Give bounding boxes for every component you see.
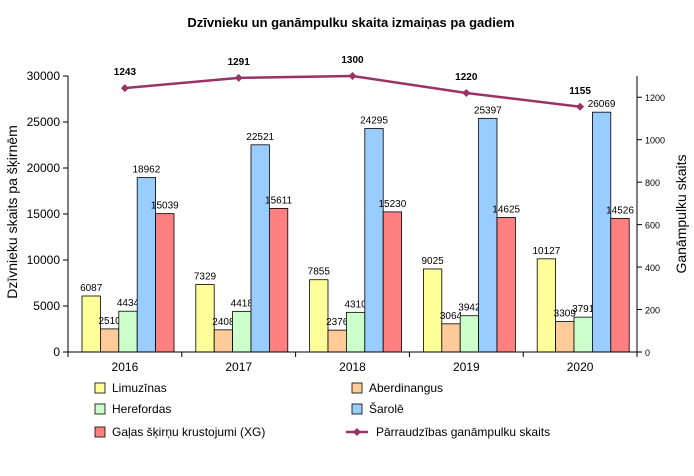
y2-tick-label: 1000 [645, 136, 665, 146]
y2-tick-label: 1200 [645, 93, 665, 103]
legend-label: Herefordas [112, 402, 171, 416]
bar-data-label: 14526 [606, 205, 634, 216]
bar [478, 117, 498, 353]
bar-data-label: 4434 [117, 298, 140, 309]
legend: Limuzīnas Aberdinangus Herefordas Šarolē Gaļ… [94, 381, 550, 439]
bar-data-label: 3309 [554, 309, 577, 320]
legend-swatch [94, 426, 106, 438]
bar [382, 211, 403, 353]
bar-data-label: 2510 [98, 316, 121, 327]
chart-title: Dzīvnieku un ganāmpulku skaita izmaiņas … [187, 15, 514, 30]
bar-data-label: 14625 [492, 204, 520, 215]
y-axis-label: Dzīvnieku skaits pa šķirnēm [4, 125, 20, 299]
y-tick-label: 10000 [27, 253, 61, 267]
bar [118, 310, 138, 353]
bar-data-label: 3064 [440, 311, 463, 322]
y-tick-label: 30000 [27, 69, 61, 83]
bar-data-label: 18962 [132, 165, 160, 176]
line-point [348, 72, 357, 80]
bar [496, 217, 516, 353]
bar [100, 328, 120, 353]
legend-swatch [351, 382, 363, 394]
bar [327, 329, 347, 353]
bar [536, 258, 557, 353]
bar [345, 311, 366, 353]
line-data-label: 1243 [114, 67, 137, 78]
bar-data-label: 6087 [80, 283, 103, 294]
legend-label: Gaļas šķirņu krustojumi (XG) [112, 425, 265, 439]
legend-line-marker [353, 428, 361, 436]
bar [459, 315, 480, 353]
bar [573, 316, 593, 353]
bar-data-label: 26069 [588, 99, 616, 110]
y-tick-label: 15000 [27, 207, 61, 221]
line-layer: 1243 1291 1300 1220 1155 [114, 55, 591, 111]
y2-tick-label: 200 [645, 306, 660, 316]
line-point [576, 102, 585, 111]
bar [441, 323, 461, 353]
line-point [234, 73, 243, 82]
bar [213, 329, 233, 353]
x-tick-label: 2020 [567, 360, 594, 374]
bar [592, 111, 612, 353]
x-tick-label: 2018 [339, 360, 366, 374]
line-point [120, 84, 129, 93]
bar [364, 128, 384, 353]
bar-data-label: 15039 [151, 201, 179, 212]
y2-tick-label: 800 [645, 178, 660, 188]
legend-label: Limuzīnas [112, 381, 167, 395]
x-tick-label: 2019 [453, 360, 480, 374]
bar-data-label: 25397 [474, 105, 502, 116]
bar-data-label: 10127 [532, 246, 560, 257]
legend-label: Pārraudzības ganāmpulku skaits [376, 425, 550, 439]
legend-swatch [351, 403, 363, 415]
y2-axis-label: Ganāmpulku skaits [673, 154, 689, 273]
bar [268, 207, 289, 353]
y2-tick-label: 0 [645, 348, 650, 358]
bar-data-label: 3791 [572, 304, 595, 315]
legend-swatch [94, 382, 106, 394]
bars-layer: 6087 2510 4434 18962 15039 7329 2408 4418 22521 1… [80, 99, 634, 353]
bar [155, 213, 175, 353]
legend-label: Aberdinangus [369, 381, 443, 395]
bar-data-label: 7855 [308, 267, 331, 278]
x-tick-label: 2017 [225, 360, 252, 374]
y-tick-label: 5000 [33, 299, 60, 313]
line-series [124, 74, 581, 109]
y-tick-label: 20000 [27, 161, 61, 175]
legend-swatch [94, 403, 106, 415]
bar-data-label: 4418 [231, 298, 254, 309]
bar-data-label: 22521 [246, 132, 274, 143]
line-data-label: 1220 [455, 72, 478, 83]
bar [309, 279, 329, 353]
y-tick-label: 25000 [27, 115, 61, 129]
bar-data-label: 15230 [378, 199, 406, 210]
bar-data-label: 3942 [458, 303, 481, 314]
legend-label: Šarolē [369, 401, 404, 416]
bar [232, 310, 252, 353]
bar-data-label: 2376 [326, 317, 349, 328]
bar-data-label: 9025 [421, 256, 444, 267]
bar-data-label: 4310 [344, 299, 367, 310]
bar-data-label: 15611 [265, 195, 293, 206]
bar [610, 217, 630, 353]
line-data-label: 1300 [341, 55, 364, 66]
line-data-label: 1291 [228, 57, 251, 68]
bar-data-label: 24295 [360, 115, 388, 126]
x-tick-label: 2016 [112, 360, 139, 374]
line-data-label: 1155 [569, 86, 591, 97]
bar-data-label: 7329 [194, 272, 217, 283]
y-tick-label: 0 [53, 345, 60, 359]
y2-tick-label: 400 [645, 263, 660, 273]
axes-layer: 0 5000 10000 15000 20000 25000 30000 0 200 400 600… [27, 69, 665, 374]
y2-tick-label: 600 [645, 221, 660, 231]
line-point [462, 88, 471, 97]
bar [250, 144, 270, 353]
bar [555, 321, 575, 353]
bar-data-label: 2408 [212, 317, 235, 328]
